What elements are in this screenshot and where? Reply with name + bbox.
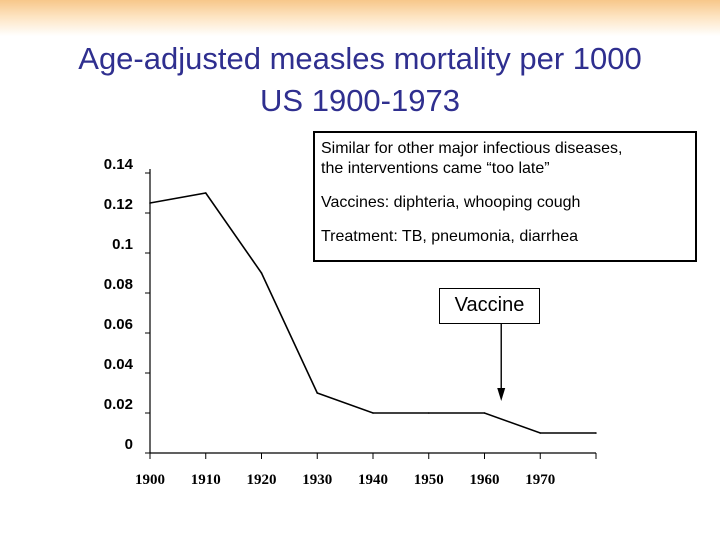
notes-box: Similar for other major infectious disea… bbox=[313, 131, 697, 262]
y-tick-label: 0.04 bbox=[104, 356, 134, 373]
x-tick-labels: 1900 1910 1920 1930 1940 1950 1960 1970 bbox=[135, 472, 555, 488]
note-line-4: Treatment: TB, pneumonia, diarrhea bbox=[321, 228, 579, 245]
x-tick-label: 1970 bbox=[525, 472, 555, 488]
data-point bbox=[316, 392, 319, 394]
data-point bbox=[539, 432, 542, 434]
x-tick-label: 1910 bbox=[191, 472, 221, 488]
note-line-1: Similar for other major infectious disea… bbox=[321, 140, 623, 157]
y-tick-label: 0.12 bbox=[104, 196, 133, 213]
x-tick-label: 1900 bbox=[135, 472, 165, 488]
title-line-2: US 1900-1973 bbox=[260, 83, 460, 118]
vaccine-arrow bbox=[497, 324, 506, 401]
title-line-1: Age-adjusted measles mortality per 1000 bbox=[78, 41, 642, 76]
note-line-3: Vaccines: diphteria, whooping cough bbox=[321, 194, 581, 211]
y-tick-label: 0.1 bbox=[112, 236, 133, 253]
data-point bbox=[260, 272, 263, 274]
data-point bbox=[149, 202, 151, 204]
slide-title: Age-adjusted measles mortality per 1000 … bbox=[0, 38, 720, 122]
x-tick-label: 1940 bbox=[358, 472, 388, 488]
data-point bbox=[427, 412, 430, 414]
y-tick-label: 0.14 bbox=[104, 156, 134, 173]
title-background-band bbox=[0, 0, 720, 36]
vaccine-arrow-head bbox=[497, 388, 506, 401]
chart-axes bbox=[145, 169, 597, 459]
y-tick-label: 0 bbox=[125, 436, 133, 453]
x-tick-label: 1960 bbox=[470, 472, 500, 488]
vaccine-label-box: Vaccine bbox=[439, 288, 540, 324]
y-tick-labels: 0 0.02 0.04 0.06 0.08 0.1 0.12 0.14 bbox=[104, 156, 134, 453]
series-group bbox=[149, 192, 597, 434]
x-tick-label: 1920 bbox=[247, 472, 277, 488]
x-tick-label: 1930 bbox=[302, 472, 332, 488]
y-tick-label: 0.06 bbox=[104, 316, 133, 333]
y-tick-label: 0.02 bbox=[104, 396, 133, 413]
data-point bbox=[372, 412, 374, 414]
data-point bbox=[595, 432, 597, 434]
data-point bbox=[483, 412, 486, 414]
note-line-2: the interventions came “too late” bbox=[321, 160, 550, 177]
data-point bbox=[204, 192, 207, 194]
x-tick-label: 1950 bbox=[414, 472, 444, 488]
y-tick-label: 0.08 bbox=[104, 276, 133, 293]
